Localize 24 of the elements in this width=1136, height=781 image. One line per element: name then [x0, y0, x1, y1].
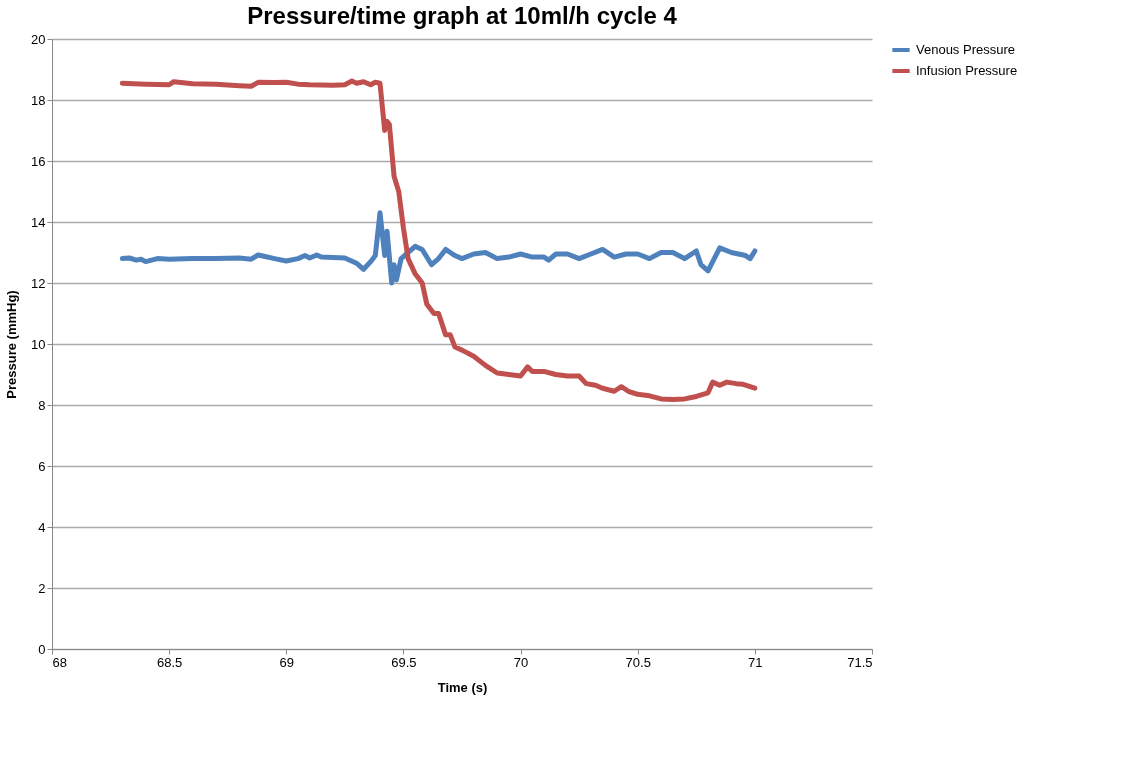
y-tick-label: 18: [31, 92, 46, 108]
x-tick-label: 68: [52, 654, 67, 670]
y-tick-label: 20: [31, 31, 46, 47]
y-tick-label: 0: [38, 641, 46, 657]
y-tick-label: 10: [31, 336, 46, 352]
x-tick-label: 71: [748, 654, 763, 670]
legend-label: Infusion Pressure: [916, 63, 1018, 78]
y-tick-label: 12: [31, 275, 46, 291]
y-tick-label: 8: [38, 397, 46, 413]
x-tick-label: 70: [513, 654, 529, 670]
y-tick-label: 16: [31, 153, 46, 169]
legend-label: Venous Pressure: [916, 42, 1016, 57]
y-axis-title: Pressure (mmHg): [4, 290, 20, 399]
x-tick-label: 70.5: [625, 654, 651, 670]
chart-title: Pressure/time graph at 10ml/h cycle 4: [247, 2, 678, 29]
x-tick-label: 68.5: [156, 654, 183, 670]
y-tick-label: 4: [38, 519, 46, 535]
y-tick-label: 6: [38, 458, 46, 474]
x-tick-label: 71.5: [847, 654, 873, 670]
y-tick-label: 14: [31, 214, 46, 230]
y-tick-label: 2: [38, 580, 46, 596]
x-tick-label: 69: [279, 654, 295, 670]
x-tick-label: 69.5: [391, 654, 417, 670]
x-axis-title: Time (s): [437, 679, 488, 695]
